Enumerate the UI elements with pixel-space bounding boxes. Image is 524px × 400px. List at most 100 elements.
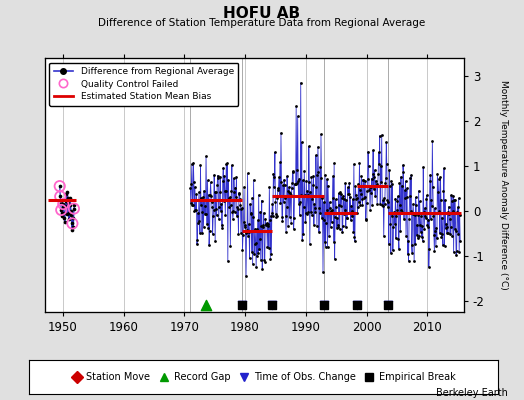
Point bbox=[62, 190, 71, 197]
Point bbox=[407, 242, 416, 248]
Point bbox=[332, 196, 340, 202]
Point bbox=[313, 223, 321, 229]
Point bbox=[263, 220, 271, 226]
Point bbox=[260, 259, 269, 265]
Point bbox=[308, 212, 316, 218]
Point bbox=[70, 206, 78, 212]
Point bbox=[453, 204, 462, 210]
Point bbox=[266, 256, 275, 262]
Point bbox=[337, 195, 346, 202]
Point bbox=[294, 201, 303, 207]
Point bbox=[59, 201, 68, 207]
Point bbox=[393, 198, 401, 204]
Point bbox=[201, 302, 210, 308]
Point bbox=[218, 224, 226, 231]
Point bbox=[209, 213, 217, 220]
Point bbox=[319, 217, 328, 224]
Point bbox=[366, 183, 375, 190]
Point bbox=[271, 149, 279, 155]
Point bbox=[247, 249, 256, 256]
Point bbox=[331, 214, 340, 220]
Point bbox=[243, 170, 252, 177]
Point bbox=[312, 152, 320, 158]
Point bbox=[407, 172, 416, 178]
Point bbox=[264, 222, 272, 229]
Point bbox=[401, 178, 410, 184]
Point bbox=[249, 177, 258, 183]
Point bbox=[383, 196, 391, 203]
Point bbox=[362, 216, 370, 222]
Point bbox=[255, 246, 264, 252]
Point bbox=[430, 232, 438, 239]
Point bbox=[278, 218, 287, 225]
Point bbox=[417, 228, 425, 235]
Point bbox=[217, 222, 226, 229]
Point bbox=[444, 204, 453, 210]
Point bbox=[296, 199, 304, 205]
Point bbox=[336, 203, 345, 209]
Point bbox=[386, 221, 395, 227]
Point bbox=[449, 208, 457, 214]
Point bbox=[280, 182, 289, 189]
Point bbox=[340, 196, 348, 202]
Point bbox=[256, 209, 265, 215]
Point bbox=[345, 191, 353, 197]
Point bbox=[69, 214, 77, 221]
Point bbox=[413, 235, 422, 241]
Point bbox=[221, 212, 230, 218]
Point bbox=[443, 230, 451, 236]
Point bbox=[188, 161, 196, 167]
Point bbox=[394, 236, 402, 242]
Point bbox=[323, 244, 332, 250]
Point bbox=[421, 205, 429, 211]
Point bbox=[429, 213, 438, 219]
Point bbox=[358, 202, 367, 208]
Point bbox=[384, 302, 392, 308]
Point bbox=[360, 195, 368, 201]
Point bbox=[306, 189, 314, 195]
Point bbox=[195, 189, 203, 196]
Point bbox=[187, 181, 195, 188]
Point bbox=[403, 185, 411, 192]
Point bbox=[223, 160, 232, 166]
Point bbox=[410, 212, 419, 218]
Point bbox=[335, 202, 343, 208]
Point bbox=[353, 302, 362, 308]
Point bbox=[291, 181, 299, 188]
Point bbox=[226, 194, 234, 201]
Point bbox=[260, 257, 268, 263]
Point bbox=[258, 224, 267, 230]
Point bbox=[389, 247, 397, 254]
Point bbox=[208, 199, 216, 206]
Point bbox=[250, 241, 259, 248]
Point bbox=[321, 172, 329, 178]
Point bbox=[307, 173, 315, 180]
Point bbox=[455, 249, 463, 255]
Point bbox=[244, 221, 253, 227]
Point bbox=[324, 210, 333, 216]
Point bbox=[227, 188, 236, 194]
Point bbox=[194, 210, 202, 216]
Point bbox=[330, 239, 338, 245]
Point bbox=[58, 210, 67, 216]
Point bbox=[319, 269, 327, 276]
Point bbox=[278, 213, 286, 220]
Point bbox=[348, 208, 356, 214]
Point bbox=[254, 249, 263, 256]
Point bbox=[191, 207, 200, 214]
Point bbox=[405, 216, 413, 222]
Point bbox=[344, 191, 353, 197]
Point bbox=[372, 178, 380, 184]
Point bbox=[456, 238, 464, 245]
Point bbox=[227, 162, 236, 168]
Point bbox=[345, 179, 354, 186]
Point bbox=[68, 220, 77, 227]
Point bbox=[236, 196, 244, 203]
Point bbox=[302, 177, 311, 184]
Point bbox=[436, 230, 444, 236]
Point bbox=[379, 232, 388, 239]
Point bbox=[57, 207, 66, 213]
Point bbox=[189, 202, 197, 208]
Point bbox=[425, 178, 434, 184]
Point bbox=[348, 196, 357, 202]
